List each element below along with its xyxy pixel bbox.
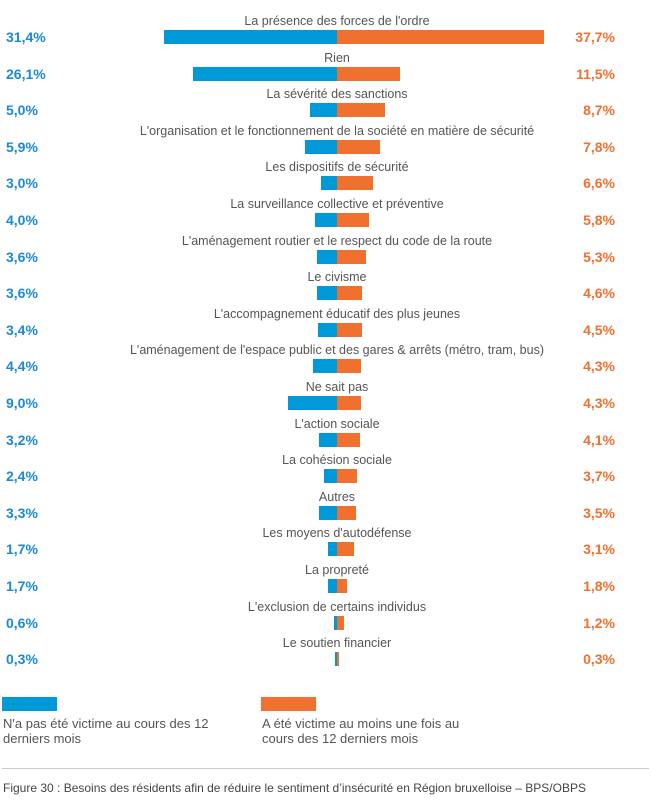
- bar-victim: [337, 652, 339, 667]
- bar-not-victim: [164, 30, 337, 44]
- bar-not-victim: [323, 469, 337, 484]
- value-label-not-victim: 3,0%: [6, 175, 38, 192]
- value-label-victim: 4,3%: [583, 358, 615, 375]
- diverging-bar-chart: La présence des forces de l'ordre 31,4% 37…: [6, 14, 615, 668]
- value-label-not-victim: 3,6%: [6, 285, 38, 302]
- bar-victim: [337, 505, 357, 520]
- caption-divider: [2, 768, 649, 769]
- value-label-victim: 4,3%: [583, 395, 615, 411]
- value-label-not-victim: 9,0%: [6, 395, 38, 411]
- bar-victim: [337, 579, 347, 593]
- legend-label-not-victim: N'a pas été victime au cours des 12 dern…: [3, 716, 209, 746]
- value-label-not-victim: 1,7%: [6, 541, 38, 558]
- bar-not-victim: [335, 652, 337, 667]
- bar-not-victim: [315, 213, 337, 227]
- value-label-not-victim: 26,1%: [6, 65, 46, 82]
- bar-victim: [337, 542, 355, 557]
- value-label-not-victim: 31,4%: [6, 29, 46, 45]
- value-label-victim: 0,3%: [583, 651, 615, 668]
- value-label-not-victim: 4,4%: [6, 358, 38, 375]
- legend-label-victim: A été victime au moins une fois au cours…: [262, 716, 460, 746]
- bar-victim: [337, 286, 363, 301]
- bar-victim: [337, 322, 362, 337]
- bar-victim: [337, 176, 374, 191]
- bar-not-victim: [320, 176, 337, 191]
- value-label-victim: 4,1%: [583, 431, 615, 448]
- bar-not-victim: [287, 396, 337, 410]
- category-label: Rien: [324, 50, 350, 65]
- category-label: Autres: [318, 489, 356, 504]
- value-label-victim: 11,5%: [576, 65, 615, 82]
- bar-not-victim: [318, 322, 337, 337]
- value-label-not-victim: 2,4%: [6, 468, 38, 485]
- value-label-victim: 7,8%: [583, 138, 615, 155]
- legend-swatch-not-victim: [2, 697, 57, 711]
- value-label-victim: 4,5%: [583, 321, 615, 338]
- value-label-not-victim: 3,3%: [6, 504, 38, 521]
- bar-not-victim: [304, 139, 337, 154]
- bar-victim: [337, 359, 361, 374]
- value-label-victim: 1,8%: [583, 578, 615, 594]
- category-label: La présence des forces de l'ordre: [244, 14, 430, 28]
- bar-victim: [337, 66, 401, 81]
- bar-not-victim: [319, 432, 337, 447]
- value-label-not-victim: 4,0%: [6, 212, 38, 228]
- legend-swatch-victim: [261, 697, 316, 711]
- figure-caption: Figure 30 : Besoins des résidents afin d…: [3, 781, 586, 795]
- value-label-not-victim: 3,6%: [6, 248, 38, 265]
- category-label: Ne sait pas: [305, 380, 369, 394]
- value-label-not-victim: 5,0%: [6, 102, 38, 119]
- bar-not-victim: [333, 615, 337, 630]
- bar-victim: [337, 432, 360, 447]
- value-label-victim: 5,3%: [583, 248, 615, 265]
- value-label-not-victim: 3,4%: [6, 321, 38, 338]
- value-label-not-victim: 5,9%: [6, 138, 38, 155]
- category-label: Le soutien financier: [282, 636, 392, 651]
- bar-not-victim: [318, 505, 337, 520]
- bar-not-victim: [327, 579, 337, 593]
- category-label: L'aménagement routier et le respect du c…: [181, 233, 493, 248]
- category-label: La surveillance collective et préventive: [230, 197, 444, 211]
- category-label: La propreté: [305, 563, 369, 577]
- value-label-victim: 6,6%: [583, 175, 615, 192]
- category-label: L'accompagnement éducatif des plus jeune…: [213, 306, 461, 321]
- value-label-not-victim: 1,7%: [6, 578, 38, 594]
- value-label-victim: 5,8%: [583, 212, 615, 228]
- bar-not-victim: [312, 359, 337, 374]
- bar-victim: [337, 139, 380, 154]
- category-label: L'aménagement de l'espace public et des …: [129, 343, 544, 358]
- value-label-victim: 1,2%: [583, 614, 615, 631]
- value-label-victim: 3,1%: [583, 541, 615, 558]
- bar-not-victim: [193, 66, 337, 81]
- category-label: L'exclusion de certains individus: [247, 599, 427, 614]
- bar-victim: [337, 469, 358, 484]
- value-label-victim: 4,6%: [583, 285, 615, 302]
- bar-victim: [337, 396, 361, 410]
- value-label-not-victim: 0,3%: [6, 651, 38, 668]
- value-label-victim: 8,7%: [583, 102, 615, 119]
- bar-not-victim: [317, 249, 337, 264]
- category-label: La sévérité des sanctions: [266, 87, 408, 102]
- category-label: Le civisme: [307, 270, 367, 285]
- value-label-not-victim: 0,6%: [6, 614, 38, 631]
- value-label-victim: 37,7%: [575, 29, 615, 45]
- category-label: Les moyens d'autodéfense: [262, 526, 412, 541]
- bar-victim: [337, 30, 545, 44]
- bar-victim: [337, 213, 369, 227]
- category-label: Les dispositifs de sécurité: [265, 160, 409, 175]
- value-label-victim: 3,7%: [583, 468, 615, 485]
- category-label: L'action sociale: [294, 416, 380, 431]
- bar-not-victim: [309, 103, 337, 118]
- value-label-victim: 3,5%: [583, 504, 615, 521]
- bar-victim: [337, 103, 385, 118]
- bar-victim: [337, 615, 344, 630]
- category-label: La cohésion sociale: [282, 453, 392, 468]
- value-label-not-victim: 3,2%: [6, 431, 38, 448]
- category-label: L'organisation et le fonctionnement de l…: [139, 123, 535, 138]
- bar-victim: [337, 249, 367, 264]
- bar-not-victim: [327, 542, 337, 557]
- bar-not-victim: [317, 286, 337, 301]
